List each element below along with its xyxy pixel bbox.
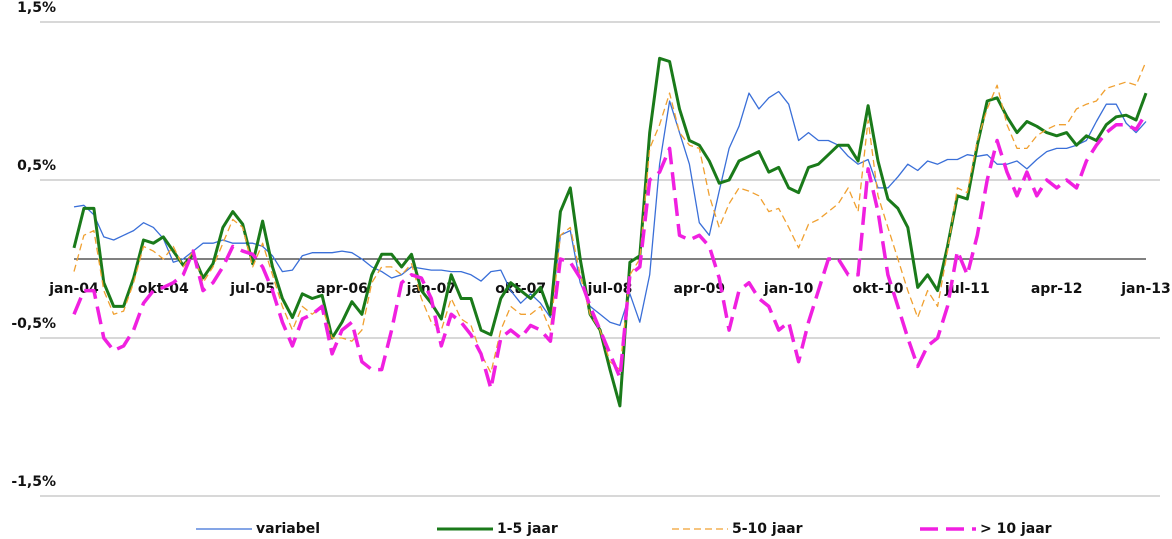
x-tick-label: apr-12 [1031,281,1083,297]
legend-label: 1-5 jaar [497,521,558,537]
legend-label: > 10 jaar [980,521,1052,537]
line-series [72,112,1148,391]
x-tick-label: apr-09 [673,281,725,297]
legend-label: variabel [256,521,320,537]
legend-label: 5-10 jaar [732,521,803,537]
x-tick-label: okt-10 [853,281,904,297]
y-tick-label: -0,5% [11,316,56,332]
y-tick-label: 1,5% [17,0,56,16]
line-series [73,61,1147,374]
x-tick-label: jul-11 [944,281,990,297]
x-tick-label: jan-04 [48,281,99,297]
x-tick-label: jan-10 [763,281,814,297]
x-tick-label: jul-05 [229,281,275,297]
x-tick-label: apr-06 [316,281,368,297]
x-tick-label: jan-13 [1120,281,1171,297]
y-tick-label: 0,5% [17,158,56,174]
y-tick-label: -1,5% [11,474,56,490]
line-series [72,56,1148,408]
line-series [73,90,1147,327]
x-tick-label: jul-08 [587,281,633,297]
